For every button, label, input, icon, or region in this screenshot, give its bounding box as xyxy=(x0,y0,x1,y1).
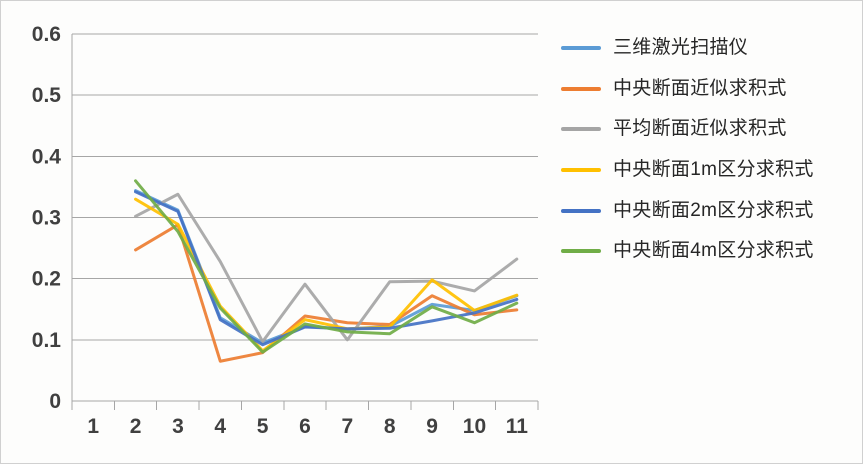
legend-color-swatch-icon xyxy=(561,167,601,172)
legend-color-swatch-icon xyxy=(561,249,601,254)
legend-color-swatch-icon xyxy=(561,208,601,213)
ytick-labels-group: 0 0.1 0.2 0.3 0.4 0.5 0.6 xyxy=(32,23,62,413)
legend-item-label: 中央断面4m区分求积式 xyxy=(613,240,814,262)
xaxis-ticks-group xyxy=(71,401,539,410)
ytick-label: 0.2 xyxy=(32,268,61,291)
legend-item-label: 三维激光扫描仪 xyxy=(613,37,749,58)
legend-color-swatch-icon xyxy=(561,86,601,91)
xtick-label: 1 xyxy=(87,415,99,438)
xtick-label: 5 xyxy=(257,415,269,438)
legend-color-swatch-icon xyxy=(561,127,601,132)
xtick-label: 11 xyxy=(506,415,529,438)
axis-lines-group xyxy=(71,34,538,410)
ytick-label: 0 xyxy=(49,390,61,413)
legend-color-swatch-icon xyxy=(561,46,601,50)
xtick-label: 6 xyxy=(299,415,311,438)
ytick-label: 0.6 xyxy=(32,23,61,46)
series-line xyxy=(134,179,519,354)
legend-item[interactable]: 中央断面4m区分求积式 xyxy=(561,238,856,264)
legend-item-label: 中央断面近似求积式 xyxy=(613,77,787,99)
xtick-label: 2 xyxy=(130,415,142,438)
xtick-label: 7 xyxy=(342,415,354,438)
xtick-label: 10 xyxy=(463,415,486,438)
legend-item[interactable]: 平均断面近似求积式 xyxy=(561,116,856,142)
legend-item-label: 中央断面1m区分求积式 xyxy=(613,158,814,180)
series-line xyxy=(134,223,519,363)
legend-item-label: 平均断面近似求积式 xyxy=(613,118,787,140)
series-lines-group xyxy=(134,179,519,363)
legend-item[interactable]: 三维激光扫描仪 xyxy=(561,35,856,61)
legend-item-label: 中央断面2m区分求积式 xyxy=(613,199,814,221)
xtick-label: 4 xyxy=(214,415,226,438)
ytick-label: 0.5 xyxy=(32,84,62,107)
xtick-label: 9 xyxy=(426,415,438,438)
legend-item[interactable]: 中央断面1m区分求积式 xyxy=(561,157,856,183)
ytick-label: 0.3 xyxy=(32,207,61,230)
ytick-label: 0.1 xyxy=(32,329,62,352)
xtick-label: 3 xyxy=(172,415,184,438)
series-line xyxy=(134,192,519,344)
xtick-label: 8 xyxy=(384,415,396,438)
ytick-label: 0.4 xyxy=(32,145,62,168)
xtick-labels-group: 1 2 3 4 5 6 7 8 9 10 11 xyxy=(87,415,528,438)
legend-item[interactable]: 中央断面2m区分求积式 xyxy=(561,198,856,224)
gridlines-group xyxy=(72,33,538,402)
chart-legend: 三维激光扫描仪中央断面近似求积式 平均断面近似求积式中央断面1m区分求积式 中央断面… xyxy=(561,35,856,279)
legend-item[interactable]: 中央断面近似求积式 xyxy=(561,76,856,102)
